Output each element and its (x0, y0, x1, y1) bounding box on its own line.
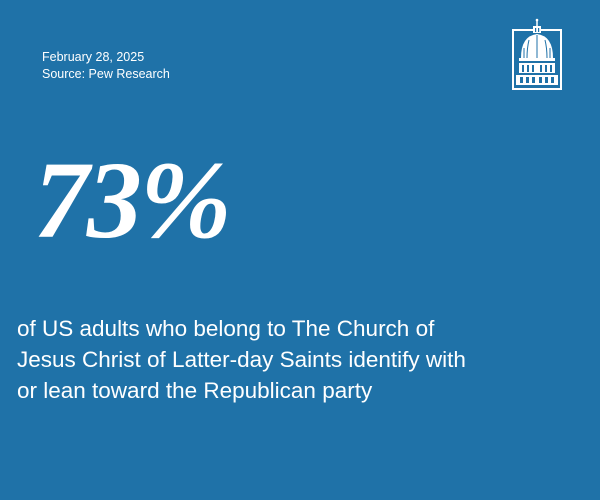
description-line: or lean toward the Republican party (17, 378, 373, 403)
source-label: Source: Pew Research (42, 67, 170, 81)
statistic-value: 73% (34, 139, 232, 261)
description-line: of US adults who belong to The Church of (17, 316, 435, 341)
statistic-description: of US adults who belong to The Church of… (17, 313, 577, 406)
description-line: Jesus Christ of Latter-day Saints identi… (17, 347, 466, 372)
meta-info: February 28, 2025 Source: Pew Research (42, 49, 170, 83)
date-label: February 28, 2025 (42, 50, 145, 64)
capitol-dome-icon (512, 18, 562, 90)
